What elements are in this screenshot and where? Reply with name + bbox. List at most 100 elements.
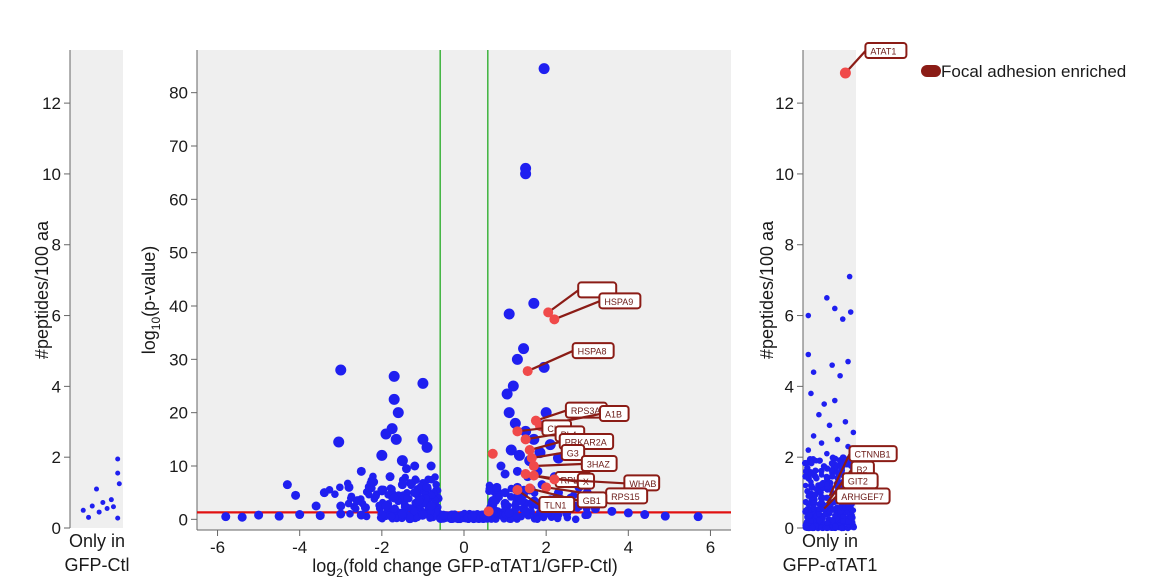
panel-volcano-y-label-sub: 10 [149, 317, 163, 331]
volcano-point [254, 510, 264, 520]
panel-volcano-x-label-sub: 2 [336, 566, 343, 580]
volcano-ytick-label: 0 [179, 510, 188, 529]
volcano-point [352, 496, 362, 506]
volcano-point [495, 493, 503, 501]
volcano-point [410, 461, 420, 471]
volcano-point [388, 393, 400, 405]
right-point [826, 422, 833, 429]
volcano-point [369, 477, 379, 487]
right-point [847, 514, 854, 521]
volcano-point [693, 512, 703, 522]
volcano-point [375, 501, 383, 510]
volcano-point [451, 512, 461, 522]
volcano-highlighted-point [483, 506, 494, 517]
right-point [846, 273, 853, 280]
volcano-point [528, 297, 540, 309]
volcano-point [372, 492, 380, 500]
volcano-point [344, 482, 354, 492]
right-point [802, 468, 809, 475]
right-point [839, 454, 846, 460]
right-point [808, 459, 815, 467]
volcano-highlighted-point [543, 307, 554, 318]
left-ytick-label: 4 [52, 377, 61, 396]
volcano-point [492, 482, 502, 492]
legend-label: Focal adhesion enriched [941, 62, 1126, 81]
left-ytick-label: 10 [42, 165, 61, 184]
volcano-point [356, 510, 366, 520]
volcano-point [390, 433, 402, 445]
volcano-highlighted-point [520, 469, 531, 479]
volcano-label-text: HSPA9 [604, 297, 633, 307]
right-point [813, 486, 820, 492]
volcano-highlighted-point [520, 434, 531, 445]
right-point [839, 518, 846, 524]
volcano-label-box [560, 444, 586, 461]
volcano-point [291, 490, 301, 500]
volcano-ytick-label: 20 [169, 404, 188, 423]
volcano-point [377, 485, 387, 495]
volcano-point [512, 466, 522, 476]
panel-volcano-y-label-rest: (p-value) [139, 246, 159, 317]
right-point [805, 351, 812, 358]
right-label-text: CTNNB1 [855, 450, 891, 460]
right-point [816, 411, 822, 418]
volcano-label-box [598, 292, 642, 310]
volcano-point [389, 493, 399, 503]
volcano-point [427, 475, 436, 484]
right-point [824, 450, 830, 457]
volcano-point [351, 504, 360, 513]
volcano-label-leader [527, 350, 574, 373]
left-point [96, 509, 102, 515]
volcano-point [336, 501, 346, 511]
panel-right-highlighted: ATAT1 CTNNB1 B2 GIT2 ARHGEF7 [823, 42, 908, 510]
left-point [116, 481, 122, 487]
volcano-highlighted-point [526, 453, 537, 463]
volcano-point [607, 506, 617, 516]
left-point [108, 497, 114, 503]
volcano-point [432, 507, 440, 516]
volcano-point [397, 480, 407, 490]
volcano-point [237, 512, 247, 522]
volcano-point [518, 343, 530, 355]
right-label-text: B2 [857, 465, 868, 475]
volcano-point [533, 515, 542, 523]
panel-volcano-x-label-base: log [312, 556, 336, 576]
volcano-point [282, 480, 292, 490]
volcano-point [410, 507, 419, 516]
panel-volcano-highlighted: HSPA9HSPA8RPS3AA1BCLTPL4PRKAR2AG33HAZRPL… [483, 281, 661, 517]
volcano-point [507, 493, 515, 501]
volcano-point [582, 510, 592, 520]
volcano-highlighted-point [524, 445, 535, 455]
right-point [808, 390, 814, 397]
panel-volcano-x-ticks: -6 -4 -2 0 2 4 6 [210, 530, 715, 557]
volcano-point [346, 510, 354, 518]
volcano-point [640, 510, 650, 520]
volcano-point [406, 513, 414, 522]
volcano-point [396, 455, 408, 467]
right-ytick-label: 6 [785, 307, 794, 326]
right-label-box [835, 487, 891, 505]
right-point [806, 511, 813, 519]
right-ytick-label: 4 [785, 377, 794, 396]
panel-left-background [70, 50, 123, 528]
volcano-point [403, 494, 411, 503]
volcano-point [390, 505, 398, 513]
volcano-point [346, 494, 355, 503]
right-ytick-label: 8 [785, 236, 794, 255]
right-point [802, 473, 809, 480]
right-point [805, 447, 812, 453]
right-point [829, 362, 835, 368]
right-point [810, 503, 817, 510]
volcano-point [660, 511, 670, 521]
panel-volcano-y-label: log10(p-value) [139, 246, 163, 354]
volcano-point [426, 501, 436, 511]
volcano-point [538, 63, 550, 75]
volcano-label-box [538, 496, 576, 513]
volcano-point [274, 511, 284, 521]
right-point [805, 493, 812, 499]
right-point [845, 358, 851, 365]
right-point [818, 440, 825, 446]
volcano-label-text: 3HAZ [587, 460, 611, 470]
panel-volcano: 0 10 20 30 40 50 60 70 80 -6 -4 -2 0 2 4 6 HSPA9 HSPA8 R… [139, 50, 731, 580]
right-point [850, 507, 857, 514]
